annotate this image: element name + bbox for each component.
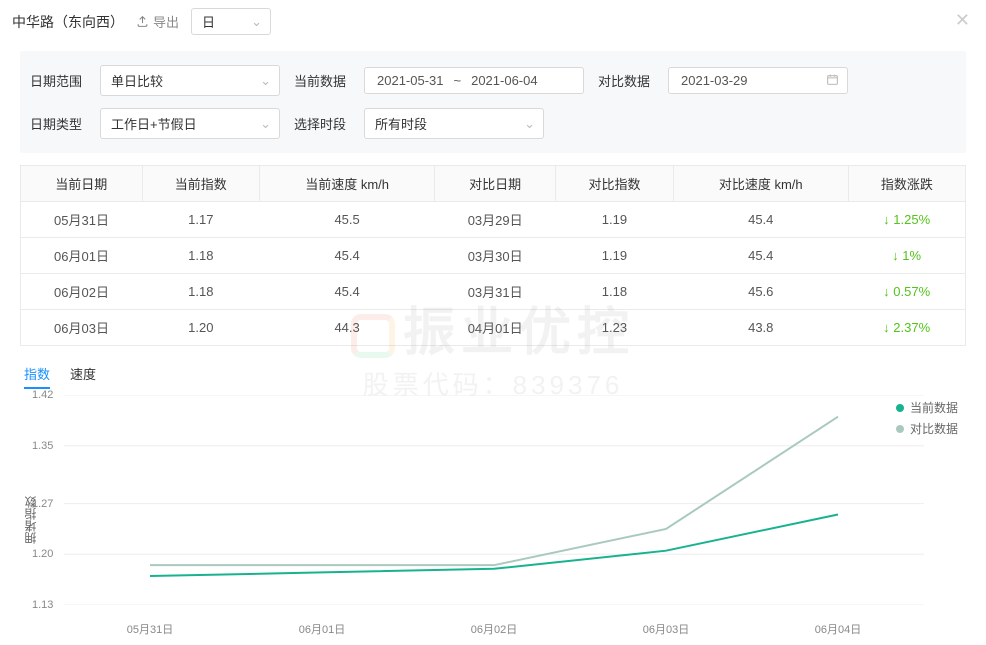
legend-dot [896, 404, 904, 412]
legend-dot [896, 425, 904, 433]
tab-speed[interactable]: 速度 [70, 360, 96, 389]
export-button[interactable]: 导出 [136, 12, 179, 31]
header: 中华路（东向西） 导出 日 ⌄ [0, 0, 986, 43]
period-granularity-select[interactable]: 日 ⌄ [191, 8, 271, 35]
y-tick-label: 1.27 [32, 498, 53, 510]
change-cell: 0.57% [848, 274, 965, 310]
y-tick-label: 1.20 [32, 548, 53, 560]
change-cell: 1% [848, 238, 965, 274]
export-icon [136, 15, 149, 28]
table-row: 05月31日1.1745.503月29日1.1945.41.25% [21, 202, 965, 238]
data-table: 当前日期当前指数当前速度 km/h对比日期对比指数对比速度 km/h指数涨跌 0… [20, 165, 966, 346]
y-tick-label: 1.35 [32, 440, 53, 452]
x-tick-label: 06月04日 [752, 621, 924, 637]
table-header: 当前日期 [21, 166, 142, 202]
compare-data-label: 对比数据 [598, 71, 654, 90]
table-row: 06月01日1.1845.403月30日1.1945.41% [21, 238, 965, 274]
calendar-icon [826, 73, 839, 89]
chart-legend: 当前数据对比数据 [896, 399, 958, 441]
time-period-label: 选择时段 [294, 114, 350, 133]
close-icon[interactable]: ✕ [955, 10, 970, 31]
chart-plot [64, 395, 924, 605]
date-range-mode-select[interactable]: 单日比较 ⌄ [100, 65, 280, 96]
compare-date-picker[interactable]: 2021-03-29 [668, 67, 848, 94]
table-row: 06月03日1.2044.304月01日1.2343.82.37% [21, 310, 965, 346]
current-date-range-picker[interactable]: 2021-05-31 ~ 2021-06-04 [364, 67, 584, 94]
legend-item[interactable]: 对比数据 [896, 420, 958, 437]
chart-tabs: 指数 速度 [24, 360, 962, 389]
table-row: 06月02日1.1845.403月31日1.1845.60.57% [21, 274, 965, 310]
filter-panel: 日期范围 单日比较 ⌄ 当前数据 2021-05-31 ~ 2021-06-04… [20, 51, 966, 153]
table-header: 对比指数 [556, 166, 674, 202]
date-type-label: 日期类型 [30, 114, 86, 133]
change-cell: 2.37% [848, 310, 965, 346]
date-type-select[interactable]: 工作日+节假日 ⌄ [100, 108, 280, 139]
legend-item[interactable]: 当前数据 [896, 399, 958, 416]
y-tick-label: 1.42 [32, 389, 53, 401]
table-header: 对比速度 km/h [673, 166, 848, 202]
x-tick-label: 06月03日 [580, 621, 752, 637]
tab-index[interactable]: 指数 [24, 360, 50, 389]
x-tick-label: 06月02日 [408, 621, 580, 637]
table-header: 对比日期 [435, 166, 556, 202]
chevron-down-icon: ⌄ [524, 116, 535, 132]
time-period-select[interactable]: 所有时段 ⌄ [364, 108, 544, 139]
x-tick-label: 05月31日 [64, 621, 236, 637]
chevron-down-icon: ⌄ [251, 14, 262, 30]
date-range-label: 日期范围 [30, 71, 86, 90]
y-tick-label: 1.13 [32, 599, 53, 611]
current-data-label: 当前数据 [294, 71, 350, 90]
page-title: 中华路（东向西） [12, 12, 124, 32]
line-chart: 拥堵指数 1.131.201.271.351.42 当前数据对比数据 05月31… [24, 395, 962, 645]
table-header: 指数涨跌 [848, 166, 965, 202]
export-label: 导出 [153, 12, 179, 31]
table-header: 当前指数 [142, 166, 260, 202]
table-header: 当前速度 km/h [260, 166, 435, 202]
x-tick-label: 06月01日 [236, 621, 408, 637]
change-cell: 1.25% [848, 202, 965, 238]
chevron-down-icon: ⌄ [260, 73, 271, 89]
chevron-down-icon: ⌄ [260, 116, 271, 132]
